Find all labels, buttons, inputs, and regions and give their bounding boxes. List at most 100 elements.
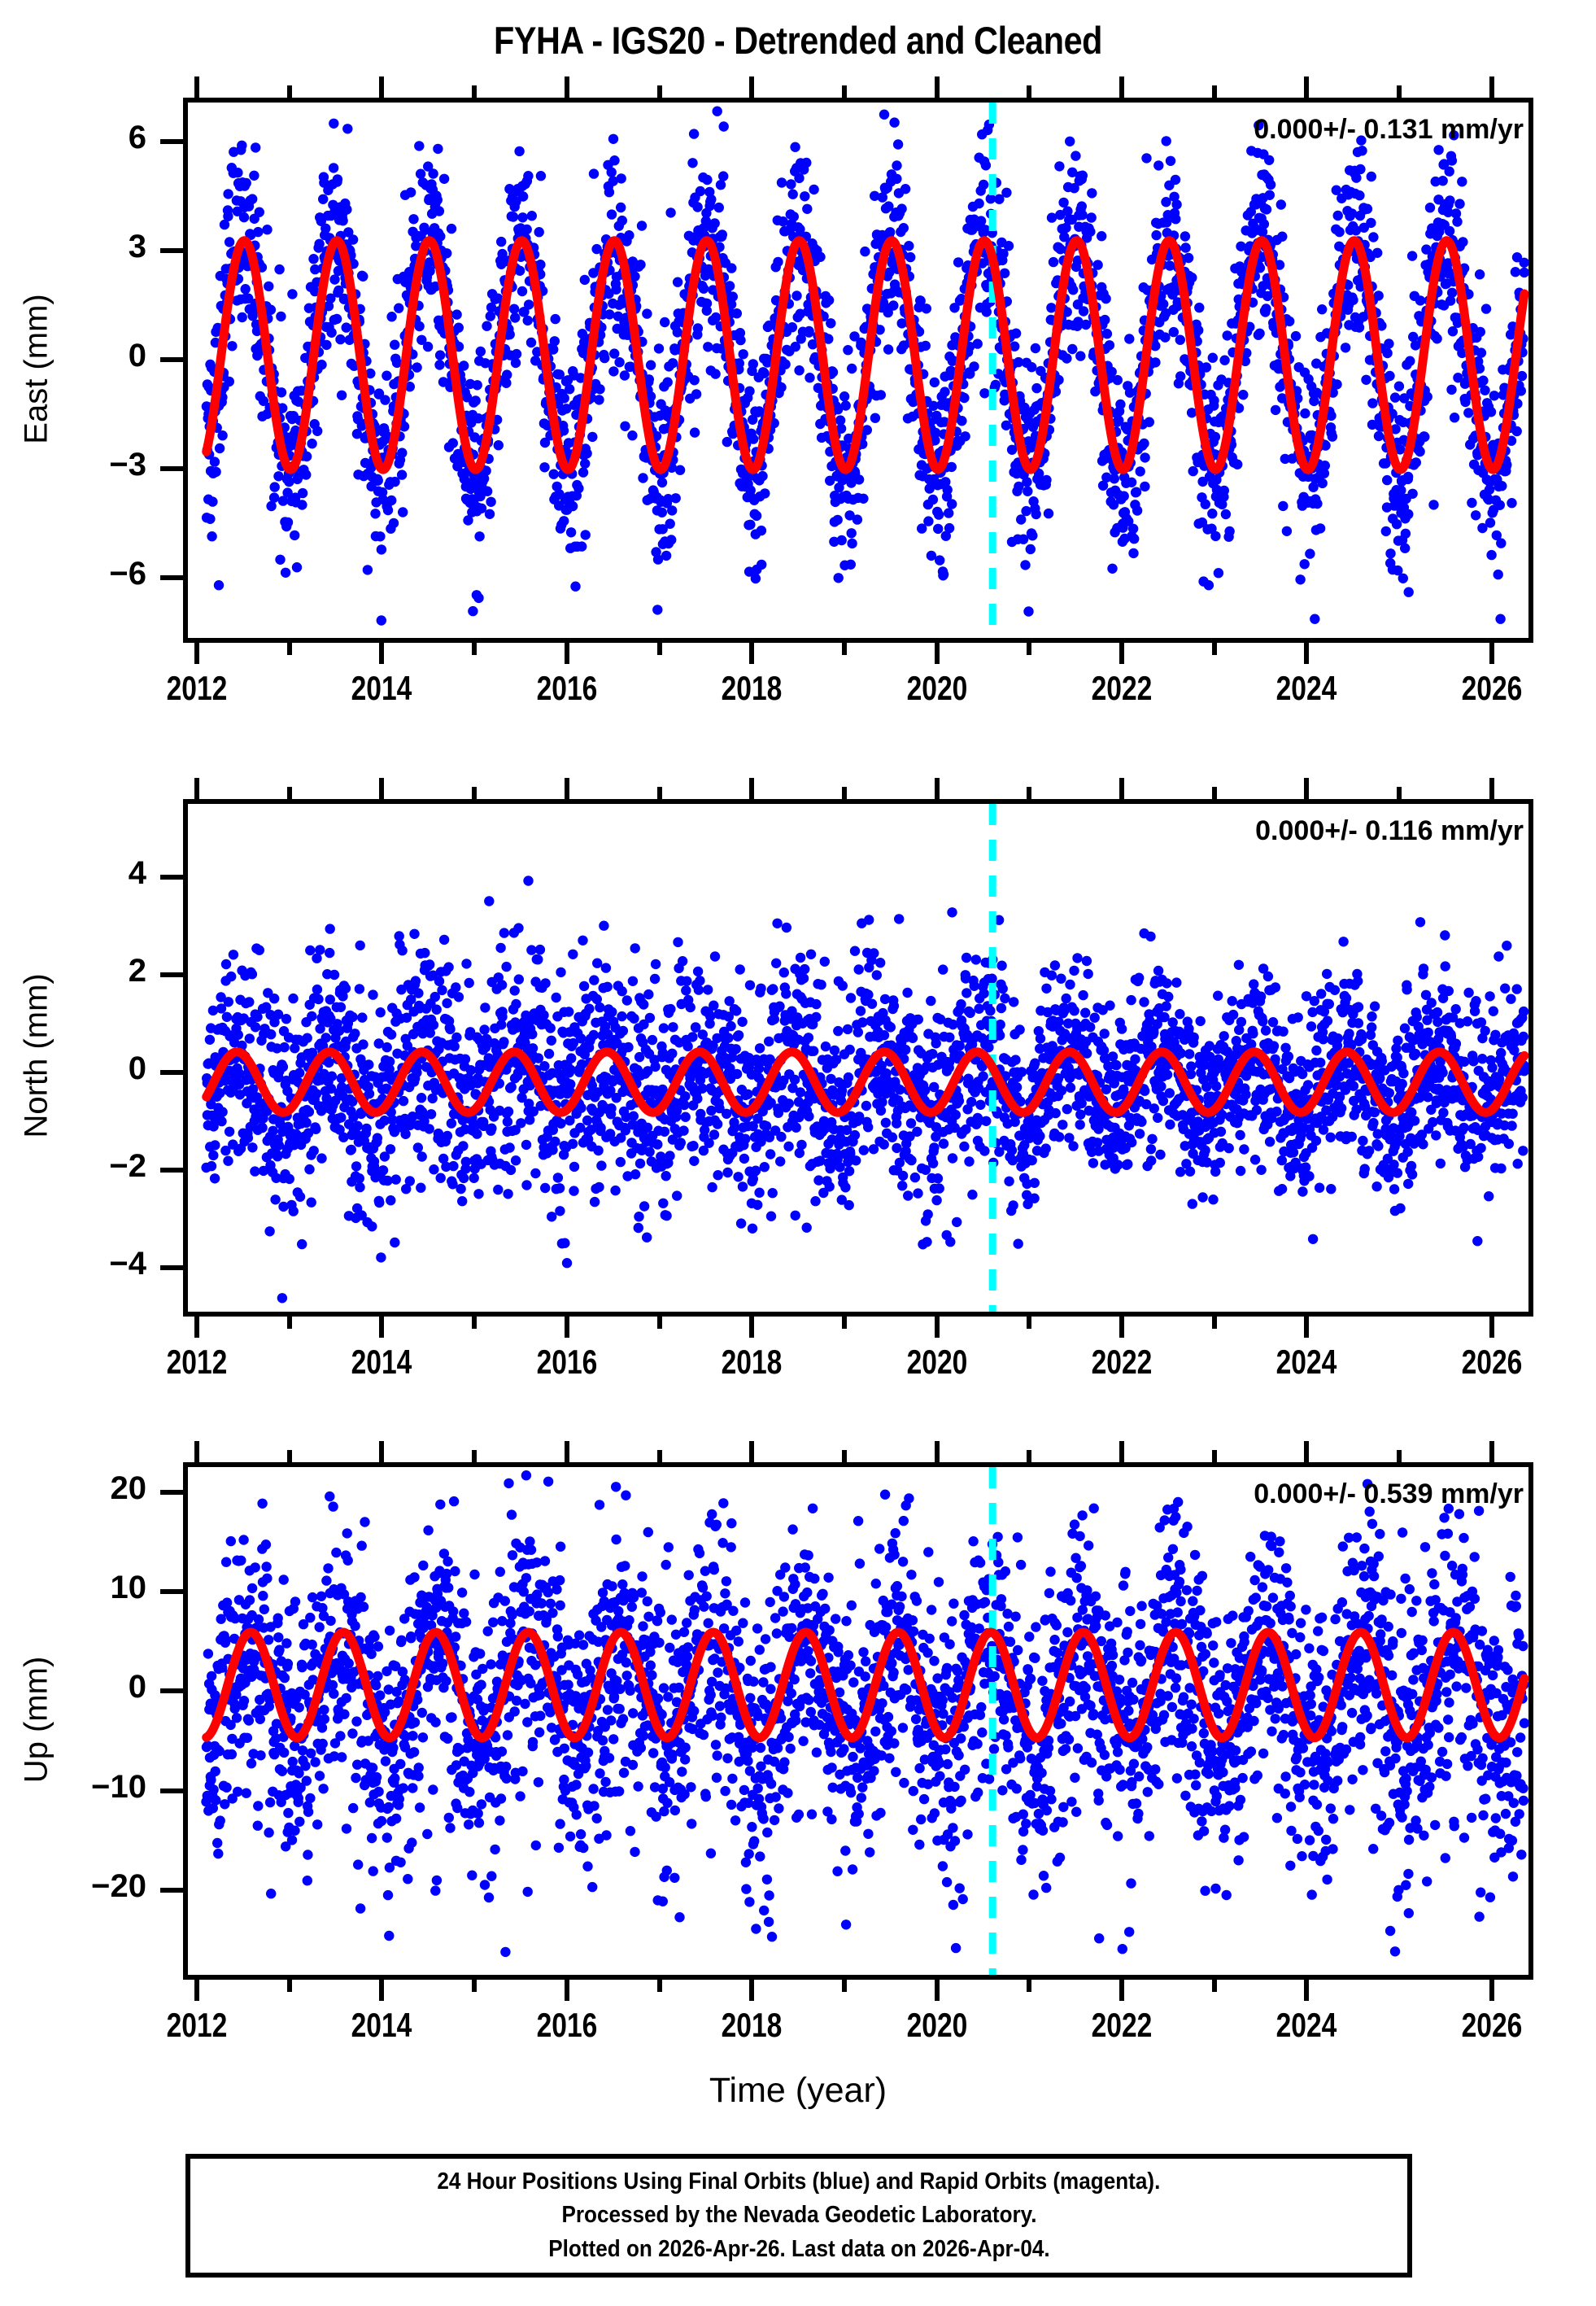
x-tick-minor-up-2019	[841, 1980, 847, 1992]
x-tick-top-north-2019	[841, 787, 847, 799]
x-tick-minor-north-2017	[656, 1317, 662, 1329]
x-tick-minor-up-2015	[472, 1980, 477, 1992]
x-tick-label-up-3: 2018	[721, 2006, 783, 2044]
x-tick-minor-east-2013	[286, 643, 292, 655]
y-tick-label-north-2: 0	[128, 1050, 146, 1086]
x-tick-top-up-2018	[749, 1441, 755, 1462]
y-tick-north-3	[160, 1168, 183, 1173]
seasonal-fit-curve-north	[202, 1047, 1528, 1117]
x-tick-top-north-2012	[194, 778, 200, 799]
x-tick-top-east-2025	[1397, 85, 1402, 98]
x-tick-top-up-2022	[1119, 1441, 1125, 1462]
y-tick-east-4	[160, 574, 183, 580]
y-tick-label-east-0: 6	[128, 119, 146, 155]
y-tick-up-2	[160, 1688, 183, 1694]
x-tick-label-east-4: 2020	[906, 669, 968, 707]
plot-canvas-up	[201, 1467, 1528, 1975]
x-tick-label-north-5: 2022	[1091, 1343, 1153, 1381]
x-tick-minor-east-2017	[656, 643, 662, 655]
x-tick-top-up-2016	[564, 1441, 569, 1462]
y-tick-label-up-3: −10	[91, 1768, 146, 1805]
x-tick-major-east-7	[1489, 643, 1494, 664]
caption-line-1: 24 Hour Positions Using Final Orbits (bl…	[437, 2168, 1161, 2195]
x-tick-major-up-2	[564, 1980, 569, 2001]
x-tick-label-east-3: 2018	[721, 669, 783, 707]
y-tick-north-0	[160, 875, 183, 880]
x-tick-major-north-4	[934, 1317, 940, 1338]
plot-area-north[interactable]	[183, 799, 1533, 1317]
x-tick-minor-east-2021	[1027, 643, 1032, 655]
x-tick-top-north-2013	[286, 787, 292, 799]
y-tick-north-2	[160, 1070, 183, 1075]
x-tick-top-east-2013	[286, 85, 292, 98]
x-tick-major-north-3	[749, 1317, 755, 1338]
x-tick-label-up-0: 2012	[166, 2006, 228, 2044]
y-tick-east-1	[160, 247, 183, 253]
x-tick-label-north-4: 2020	[906, 1343, 968, 1381]
plot-area-up[interactable]	[183, 1462, 1533, 1980]
x-tick-top-east-2014	[379, 76, 385, 98]
x-tick-major-up-1	[379, 1980, 385, 2001]
x-tick-top-up-2023	[1211, 1450, 1217, 1462]
x-tick-top-north-2014	[379, 778, 385, 799]
x-tick-major-east-4	[934, 643, 940, 664]
x-tick-minor-east-2019	[841, 643, 847, 655]
x-tick-top-east-2016	[564, 76, 569, 98]
x-tick-minor-north-2023	[1211, 1317, 1217, 1329]
x-tick-major-east-1	[379, 643, 385, 664]
x-tick-top-east-2021	[1027, 85, 1032, 98]
seasonal-fit-curve-east	[202, 236, 1528, 474]
y-tick-label-north-0: 4	[128, 855, 146, 891]
plot-area-east[interactable]	[183, 98, 1533, 643]
x-tick-top-east-2026	[1489, 76, 1494, 98]
x-tick-minor-up-2023	[1211, 1980, 1217, 1992]
data-points-north	[201, 876, 1528, 1304]
x-tick-major-east-6	[1304, 643, 1310, 664]
y-tick-up-1	[160, 1589, 183, 1594]
x-tick-minor-east-2015	[472, 643, 477, 655]
x-tick-major-north-1	[379, 1317, 385, 1338]
x-tick-top-up-2024	[1304, 1441, 1310, 1462]
y-tick-label-up-2: 0	[128, 1669, 146, 1705]
x-tick-top-north-2017	[656, 787, 662, 799]
y-tick-east-2	[160, 356, 183, 362]
x-tick-top-up-2019	[841, 1450, 847, 1462]
x-tick-major-east-2	[564, 643, 569, 664]
x-tick-top-east-2019	[841, 85, 847, 98]
x-tick-label-up-5: 2022	[1091, 2006, 1153, 2044]
x-tick-major-east-3	[749, 643, 755, 664]
x-tick-label-north-3: 2018	[721, 1343, 783, 1381]
x-tick-top-up-2026	[1489, 1441, 1494, 1462]
x-tick-top-north-2022	[1119, 778, 1125, 799]
x-tick-label-north-2: 2016	[536, 1343, 598, 1381]
x-tick-label-north-6: 2024	[1276, 1343, 1337, 1381]
x-tick-label-up-6: 2024	[1276, 2006, 1337, 2044]
x-tick-label-up-2: 2016	[536, 2006, 598, 2044]
x-tick-top-up-2021	[1027, 1450, 1032, 1462]
y-tick-label-north-3: −2	[109, 1148, 146, 1184]
y-tick-label-up-4: −20	[91, 1867, 146, 1904]
x-tick-top-north-2015	[472, 787, 477, 799]
x-tick-top-north-2026	[1489, 778, 1494, 799]
x-tick-top-north-2016	[564, 778, 569, 799]
figure-title: FYHA - IGS20 - Detrended and Cleaned	[494, 19, 1102, 62]
x-axis-title: Time (year)	[709, 2071, 887, 2110]
x-tick-major-north-5	[1119, 1317, 1125, 1338]
x-tick-major-up-3	[749, 1980, 755, 2001]
x-tick-top-north-2025	[1397, 787, 1402, 799]
y-tick-label-up-0: 20	[110, 1470, 147, 1506]
x-tick-major-east-5	[1119, 643, 1125, 664]
x-tick-label-east-6: 2024	[1276, 669, 1337, 707]
plot-canvas-north	[201, 804, 1528, 1312]
x-tick-minor-north-2015	[472, 1317, 477, 1329]
x-tick-minor-up-2013	[286, 1980, 292, 1992]
x-tick-top-up-2014	[379, 1441, 385, 1462]
x-tick-minor-east-2023	[1211, 643, 1217, 655]
x-tick-minor-north-2021	[1027, 1317, 1032, 1329]
x-tick-top-east-2017	[656, 85, 662, 98]
x-tick-major-east-0	[194, 643, 200, 664]
x-tick-label-north-1: 2014	[351, 1343, 412, 1381]
x-tick-top-east-2015	[472, 85, 477, 98]
x-tick-top-up-2013	[286, 1450, 292, 1462]
